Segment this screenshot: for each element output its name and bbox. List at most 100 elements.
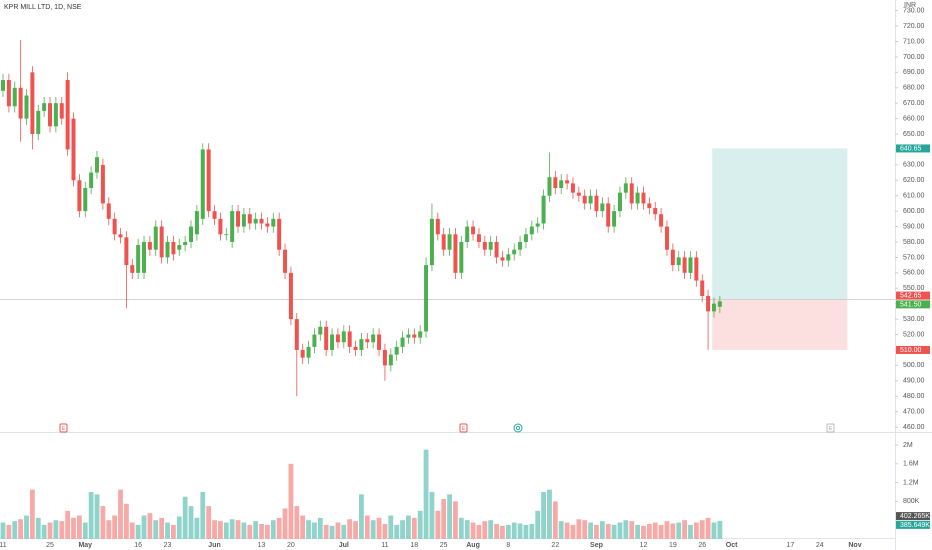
volume-bar — [147, 513, 153, 539]
volume-bar — [12, 521, 18, 539]
candle-body — [71, 118, 76, 181]
x-tick-label: 25 — [440, 542, 448, 549]
candle-body — [541, 195, 546, 224]
volume-bar — [423, 449, 429, 539]
x-tick-label: 13 — [258, 542, 266, 549]
candle-body — [518, 241, 523, 250]
candle-body — [230, 211, 235, 242]
volume-bar — [135, 524, 141, 539]
event-label[interactable]: E — [62, 426, 66, 432]
volume-bar — [658, 524, 664, 539]
event-marker[interactable]: E — [459, 423, 468, 433]
volume-bar — [182, 496, 188, 539]
candle-body — [394, 346, 399, 355]
volume-bar — [458, 517, 464, 539]
event-box[interactable] — [459, 423, 468, 433]
x-tick-label: 22 — [551, 542, 559, 549]
event-marker[interactable]: E — [826, 423, 835, 433]
volume-bar — [682, 520, 687, 539]
stop-label-bg — [896, 345, 930, 354]
candle-body — [106, 203, 111, 219]
candle-body — [424, 265, 429, 332]
candle-body — [89, 172, 94, 189]
volume-bar — [511, 522, 517, 539]
candle-body — [288, 272, 293, 320]
candle-body — [529, 226, 534, 235]
candle-body — [253, 218, 258, 224]
candle-body — [118, 234, 123, 238]
candle-body — [617, 192, 622, 212]
entry-label: 542.65 — [900, 293, 922, 300]
y-tick-label: 480.00 — [903, 393, 925, 400]
volume-bar — [388, 515, 394, 539]
event-marker[interactable]: E — [59, 423, 68, 433]
y-tick-label: 610.00 — [903, 193, 925, 200]
candle-body — [83, 188, 88, 212]
volume-bar — [394, 524, 400, 539]
volume-bar — [482, 521, 488, 539]
volume-bar — [453, 501, 458, 539]
volume-bar — [171, 524, 176, 539]
volume-bar — [100, 506, 106, 539]
candle-body — [153, 226, 158, 250]
y-tick-label: 530.00 — [903, 316, 925, 323]
y-tick-label: 590.00 — [903, 223, 925, 230]
candle-body — [659, 214, 664, 227]
candle-body — [565, 180, 570, 184]
volume-bar — [59, 521, 65, 539]
volume-bar — [47, 522, 53, 539]
candle-body — [629, 183, 634, 204]
volume-bar — [541, 491, 546, 539]
dividend-icon[interactable] — [513, 423, 523, 433]
volume-bar — [611, 524, 617, 539]
candle-body — [347, 331, 352, 347]
candle-body — [506, 254, 511, 261]
candle-body — [294, 319, 299, 350]
volume-bar — [335, 522, 341, 539]
y-tick-label: 670.00 — [903, 100, 925, 107]
volume-bar — [494, 523, 499, 539]
volume-bar — [288, 463, 294, 539]
candle-body — [553, 177, 558, 189]
candle-body — [494, 241, 499, 258]
dividend-marker[interactable] — [513, 423, 523, 433]
event-label[interactable]: E — [829, 426, 833, 432]
candle-body — [523, 234, 528, 242]
y-tick-label: 560.00 — [903, 270, 925, 277]
x-tick-label: Sep — [590, 542, 603, 549]
volume-bar — [265, 524, 270, 539]
volume-bar — [141, 515, 147, 539]
candle-body — [59, 103, 64, 119]
volume-bar — [312, 522, 317, 539]
volume-ma-label-bg — [896, 512, 930, 521]
candle-body — [535, 223, 540, 227]
event-box[interactable] — [59, 423, 68, 433]
candle-body — [206, 149, 211, 212]
target-label: 640.65 — [900, 146, 922, 153]
candle-body — [706, 295, 711, 312]
candle-body — [147, 241, 152, 250]
dividend-icon-inner[interactable] — [515, 425, 521, 431]
volume-bar — [370, 520, 376, 539]
y-tick-label: 730.00 — [903, 7, 925, 14]
candle-body — [112, 218, 117, 235]
volume-bar — [664, 521, 670, 539]
volume-bar — [253, 521, 259, 539]
event-box[interactable] — [826, 423, 835, 433]
candle-body — [582, 195, 587, 204]
x-tick-label: 26 — [698, 542, 706, 549]
volume-bar — [688, 524, 693, 539]
x-tick-label: 18 — [410, 542, 418, 549]
candle-body — [171, 241, 176, 255]
candle-body — [12, 87, 17, 107]
volume-bar — [505, 524, 511, 539]
volume-bar — [218, 521, 223, 539]
volume-bar — [717, 520, 723, 539]
candle-body — [371, 334, 376, 343]
volume-bar — [652, 522, 658, 539]
volume-bar — [259, 523, 264, 539]
volume-bar — [123, 503, 129, 539]
event-label[interactable]: E — [462, 426, 466, 432]
volume-bar — [411, 517, 417, 539]
candle-body — [136, 245, 141, 273]
